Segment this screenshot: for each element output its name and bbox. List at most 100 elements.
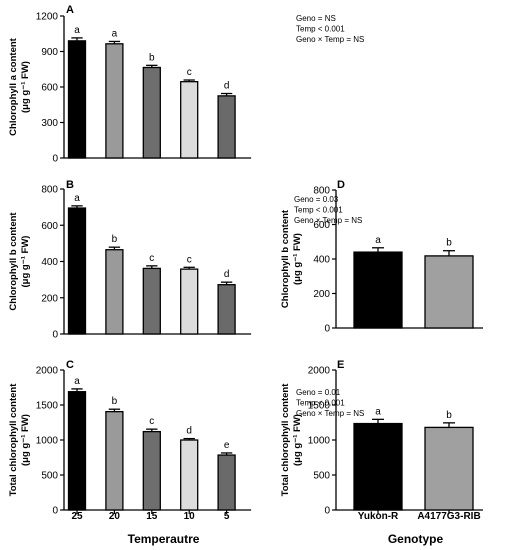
y-tick-label: 600	[41, 83, 58, 94]
significance-letter: b	[446, 410, 452, 421]
y-tick-label: 900	[41, 47, 58, 58]
significance-letter: c	[149, 416, 154, 427]
significance-letter: b	[446, 238, 452, 249]
bar	[217, 284, 236, 335]
bar	[353, 422, 403, 511]
stats-annotation: Geno = NS	[296, 14, 336, 23]
significance-letter: e	[224, 440, 230, 451]
significance-letter: d	[186, 426, 192, 437]
y-tick-label: 200	[41, 293, 58, 304]
bar	[105, 410, 124, 511]
y-tick-label: 400	[41, 257, 58, 268]
y-tick-label: 600	[41, 221, 58, 232]
x-tick-label: 25	[71, 511, 83, 522]
bar	[67, 207, 87, 335]
bar	[67, 40, 87, 159]
y-tick-label: 0	[324, 506, 330, 517]
y-axis-label: (μg g⁻¹ FW)	[20, 414, 31, 466]
panel-label: E	[337, 359, 344, 371]
y-tick-label: 1500	[308, 401, 331, 412]
stats-annotation: Temp < 0.001	[294, 206, 343, 215]
panel-c: C 0 500 1000 1500 2000 Total chlorophyll conte…	[8, 359, 364, 546]
panel-e: E 0 500 1000 1500 2000 Total chlorophyll conte…	[280, 359, 483, 546]
bar	[180, 81, 199, 159]
significance-letter: d	[224, 81, 230, 92]
y-axis-label: Chlorophyll b content	[280, 209, 291, 308]
significance-letter: b	[149, 52, 155, 63]
y-tick-label: 800	[41, 185, 58, 196]
y-axis-label: (μg g⁻¹ FW)	[20, 236, 31, 288]
x-axis-title: Temperautre	[128, 532, 200, 546]
bar	[105, 43, 124, 159]
significance-letter: c	[149, 253, 154, 264]
y-tick-label: 2000	[308, 366, 331, 377]
y-tick-label: 300	[41, 118, 58, 129]
panel-label: A	[66, 4, 74, 16]
bar	[217, 454, 236, 511]
x-tick-label: Yukon-R	[358, 511, 399, 522]
y-axis-label: Chlorophyll a content	[8, 37, 19, 135]
significance-letter: a	[375, 235, 381, 246]
bar	[217, 95, 236, 159]
y-tick-label: 500	[313, 471, 330, 482]
y-axis-label: (μg g⁻¹ FW)	[292, 233, 303, 285]
y-tick-label: 1200	[36, 12, 59, 23]
significance-letter: b	[112, 234, 118, 245]
stats-annotation: Geno × Temp = NS	[296, 409, 364, 418]
x-axis-title: Genotype	[388, 532, 444, 546]
y-axis-label: (μg g⁻¹ FW)	[20, 61, 31, 113]
y-axis-label: Total chlorophyll content	[8, 383, 19, 497]
panel-label: B	[66, 179, 74, 191]
stats-annotation: Geno = 0.03	[294, 195, 339, 204]
bar	[180, 439, 199, 511]
y-tick-label: 0	[52, 330, 58, 341]
stats-annotation: Geno × Temp = NS	[296, 35, 364, 44]
significance-letter: c	[187, 67, 192, 78]
stats-annotation: Temp < 0.001	[296, 25, 345, 34]
y-tick-label: 600	[313, 220, 330, 231]
significance-letter: d	[224, 269, 230, 280]
bar	[180, 268, 199, 335]
significance-letter: b	[112, 396, 118, 407]
significance-letter: a	[74, 25, 80, 36]
x-tick-label: 5	[224, 511, 230, 522]
bar	[424, 255, 474, 329]
y-axis-label: (μg g⁻¹ FW)	[292, 414, 303, 466]
y-tick-label: 1500	[36, 401, 59, 412]
y-tick-label: 500	[41, 471, 58, 482]
panel-a: A 0 300 600 900 1200 Chlorophyll a content (μg …	[8, 4, 364, 165]
y-tick-label: 400	[313, 255, 330, 266]
bar	[424, 426, 474, 511]
x-tick-label: 20	[109, 511, 121, 522]
significance-letter: c	[187, 254, 192, 265]
significance-letter: a	[74, 376, 80, 387]
y-tick-label: 1000	[36, 436, 59, 447]
stats-annotation: Geno × Temp = NS	[294, 216, 362, 225]
bar	[67, 391, 87, 511]
significance-letter: a	[74, 193, 80, 204]
stats-annotation: Temp < 0.001	[296, 399, 345, 408]
panel-label: C	[66, 359, 74, 371]
significance-letter: a	[112, 28, 118, 39]
bar	[105, 249, 124, 335]
bar	[142, 267, 161, 335]
significance-letter: a	[375, 406, 381, 417]
y-tick-label: 1000	[308, 436, 331, 447]
y-tick-label: 2000	[36, 366, 59, 377]
panel-d: D 0 200 400 600 800 Chlorophyll b content (μg g…	[280, 179, 483, 335]
y-tick-label: 0	[324, 324, 330, 335]
y-axis-label: Chlorophyll b content	[8, 212, 19, 311]
x-tick-label: 15	[146, 511, 158, 522]
bar	[142, 430, 161, 511]
y-tick-label: 800	[313, 186, 330, 197]
y-tick-label: 0	[52, 154, 58, 165]
bar	[142, 66, 161, 159]
x-tick-label: 10	[184, 511, 196, 522]
panel-label: D	[337, 179, 345, 191]
y-tick-label: 0	[52, 506, 58, 517]
y-axis-label: Total chlorophyll content	[280, 383, 291, 497]
stats-annotation: Geno = 0.01	[296, 388, 341, 397]
bar	[353, 251, 403, 329]
